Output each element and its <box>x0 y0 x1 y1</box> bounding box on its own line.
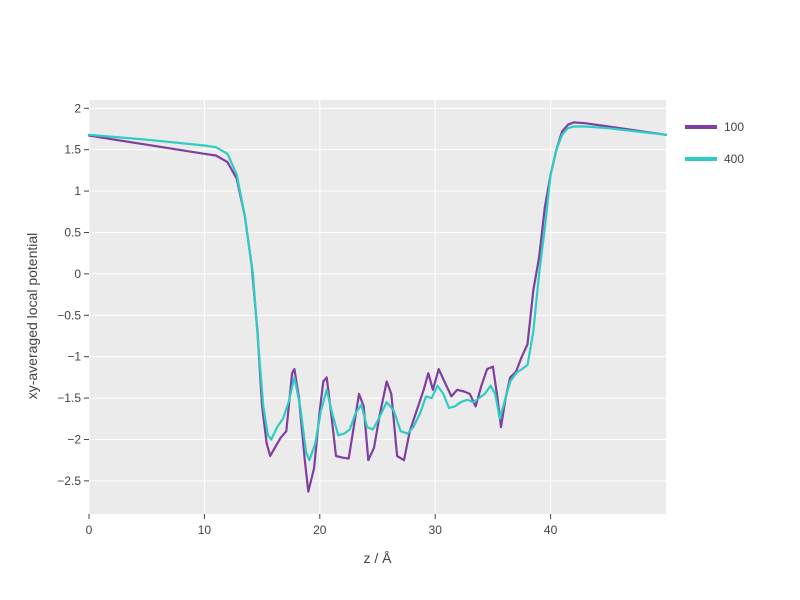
gridlines <box>88 100 666 514</box>
x-tick-label: 20 <box>313 523 327 537</box>
y-axis-ticks: −2.5 −2 −1.5 −1 −0.5 0 0.5 1 1.5 2 <box>57 101 89 488</box>
y-tick-label: 0.5 <box>64 225 81 239</box>
x-tick-label: 40 <box>544 523 558 537</box>
y-tick-label: −2.5 <box>57 474 81 488</box>
y-tick-label: −1.5 <box>57 391 81 405</box>
legend[interactable]: 100 400 <box>685 120 744 166</box>
x-axis-label: z / Å <box>363 550 392 566</box>
series-line-100 <box>87 121 668 493</box>
legend-item-400[interactable]: 400 <box>685 152 744 166</box>
plot-background <box>89 100 666 514</box>
x-axis-ticks: 0 10 20 30 40 <box>86 514 558 537</box>
legend-label: 100 <box>724 120 744 134</box>
y-tick-label: 1 <box>74 184 81 198</box>
y-tick-label: 1.5 <box>64 143 81 157</box>
y-tick-label: 2 <box>74 101 81 115</box>
y-tick-label: −1 <box>67 350 81 364</box>
series-line-400 <box>87 125 668 462</box>
x-tick-label: 10 <box>198 523 212 537</box>
y-tick-label: −0.5 <box>57 308 81 322</box>
legend-item-100[interactable]: 100 <box>685 120 744 134</box>
y-tick-label: −2 <box>67 432 81 446</box>
series-layer <box>87 121 668 493</box>
legend-label: 400 <box>724 152 744 166</box>
y-axis-label: xy-averaged local potential <box>24 233 40 400</box>
y-tick-label: 0 <box>74 267 81 281</box>
x-tick-label: 0 <box>86 523 93 537</box>
x-tick-label: 30 <box>429 523 443 537</box>
